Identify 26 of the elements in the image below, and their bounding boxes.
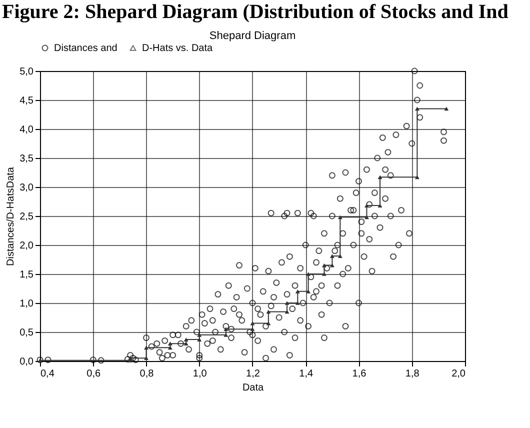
chart-title: Figure 2: Shepard Diagram (Distribution of Stocks and Ind bbox=[1, 0, 510, 25]
y-tick-label: 0,5 bbox=[20, 328, 34, 338]
y-tick-label: 2,0 bbox=[20, 240, 34, 252]
x-tick-label: 1,6 bbox=[352, 368, 367, 380]
legend-label: D-Hats vs. Data bbox=[142, 43, 214, 54]
y-tick-label: 3,0 bbox=[20, 182, 34, 194]
y-tick-label: 0,0 bbox=[20, 356, 34, 368]
legend-label: Distances and bbox=[54, 43, 118, 54]
y-tick-label: 1,0 bbox=[20, 298, 34, 310]
x-tick-label: 1,8 bbox=[405, 368, 420, 380]
x-tick-label: 1,4 bbox=[299, 368, 314, 380]
x-tick-label: 1,2 bbox=[246, 368, 260, 380]
y-tick-label: 1,5 bbox=[20, 270, 34, 280]
x-tick-label: 0,6 bbox=[86, 368, 102, 380]
chart-subtitle: Shepard Diagram bbox=[209, 30, 296, 42]
y-tick-label: 5,0 bbox=[20, 66, 34, 78]
y-tick-label: 4,5 bbox=[20, 96, 34, 106]
x-tick-label: 1,0 bbox=[192, 368, 208, 380]
x-tick-label: 0,8 bbox=[140, 368, 154, 380]
y-tick-label: 3,5 bbox=[20, 154, 34, 164]
y-tick-label: 4,0 bbox=[20, 124, 34, 136]
x-axis-title: Data bbox=[242, 382, 264, 394]
x-tick-label: 0,4 bbox=[40, 368, 55, 380]
x-tick-label: 2,0 bbox=[452, 368, 466, 380]
y-axis-title: Distances/D-HatsData bbox=[6, 166, 17, 266]
y-tick-label: 2,5 bbox=[20, 212, 34, 222]
